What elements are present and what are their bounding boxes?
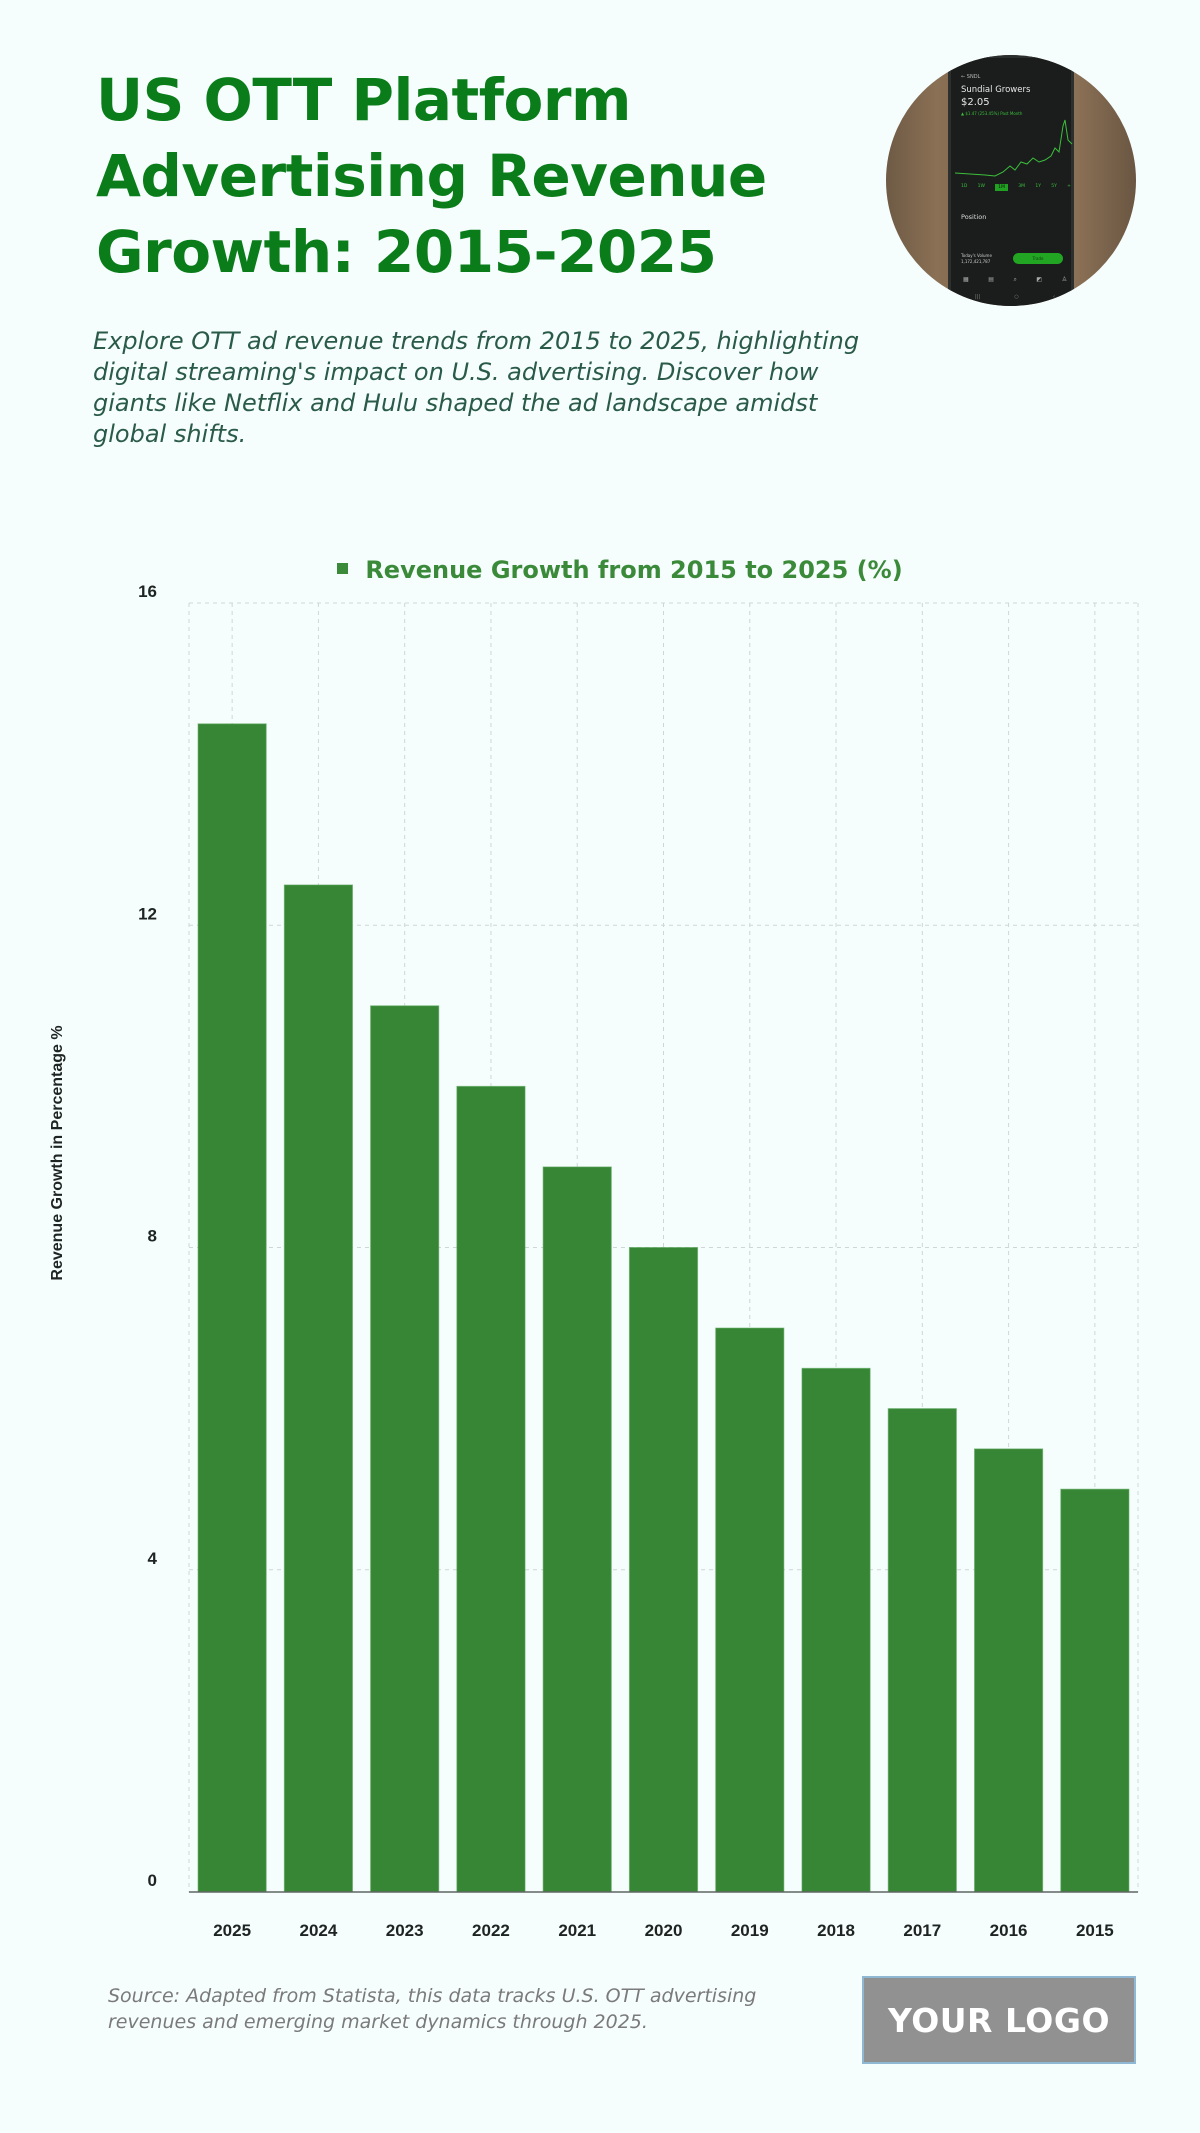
bar-2024: [283, 884, 353, 1893]
chart-bars: [197, 723, 1130, 1893]
back-icon: ‹: [1053, 294, 1055, 300]
source-note: Source: Adapted from Statista, this data…: [108, 1985, 757, 2033]
y-tick-label: 16: [138, 582, 157, 601]
x-tick-label: 2018: [817, 1921, 855, 1940]
recents-icon: |||: [975, 294, 981, 300]
range-1w: 1W: [977, 184, 985, 189]
bar-2022: [456, 1085, 526, 1893]
range-5y: 5Y: [1051, 184, 1057, 189]
y-tick-label: 4: [148, 1549, 158, 1568]
phone-change: ▲ $1.47 (253.45%) Past Month: [961, 111, 1023, 116]
x-tick-label: 2019: [731, 1921, 769, 1940]
ticker-symbol: SNDL: [966, 74, 981, 80]
y-tick-label: 8: [148, 1227, 157, 1246]
x-tick-label: 2022: [472, 1921, 510, 1940]
range-1d: 1D: [961, 184, 968, 189]
page-title: US OTT Platform Advertising Revenue Grow…: [96, 66, 767, 286]
x-tick-label: 2021: [558, 1921, 596, 1940]
phone-volume: Today's Volume 1,172,421,787: [961, 253, 992, 265]
bar-2015: [1060, 1488, 1130, 1893]
stock-app-photo: ← SNDL Sundial Growers $2.05 ▲ $1.47 (25…: [886, 55, 1136, 306]
bar-2025: [197, 723, 267, 1893]
notifications-icon: ◩: [1036, 276, 1043, 283]
phone-ticker: ← SNDL: [961, 74, 981, 80]
bar-2017: [887, 1408, 957, 1893]
x-tick-label: 2025: [213, 1921, 251, 1940]
legend-swatch: [337, 562, 349, 574]
phone-mockup: ← SNDL Sundial Growers $2.05 ▲ $1.47 (25…: [948, 55, 1074, 306]
bar-2018: [801, 1367, 871, 1893]
phone-range-tabs: 1D 1W 1M 3M 1Y 5Y +: [961, 184, 1071, 191]
x-tick-label: 2016: [990, 1921, 1028, 1940]
home-icon: ▦: [963, 276, 969, 283]
range-1m: 1M: [995, 184, 1008, 191]
x-tick-label: 2015: [1076, 1921, 1114, 1940]
x-tick-labels: 2025 2024 2023 2022 2021 2020 2019 2018 2017 2016…: [213, 1921, 1114, 1940]
phone-stock-name: Sundial Growers: [961, 85, 1031, 95]
phone-sparkline: [955, 119, 1073, 177]
bar-2021: [542, 1166, 612, 1893]
account-icon: ♙: [1061, 276, 1067, 283]
y-tick-labels: 0 4 8 12 16: [138, 582, 157, 1890]
x-tick-label: 2024: [299, 1921, 337, 1940]
bar-2016: [974, 1448, 1044, 1893]
list-icon: ▤: [988, 276, 994, 283]
phone-position-label: Position: [961, 213, 987, 221]
logo-placeholder: YOUR LOGO: [862, 1976, 1136, 2064]
phone-trade-button: Trade: [1013, 253, 1063, 264]
volume-label: Today's Volume: [961, 253, 992, 258]
y-tick-label: 0: [148, 1871, 157, 1890]
phone-system-nav: ||| ○ ‹: [975, 294, 1055, 300]
home-button-icon: ○: [1014, 294, 1019, 300]
bar-2023: [370, 1005, 440, 1893]
range-1y: 1Y: [1035, 184, 1041, 189]
chart-legend: Revenue Growth from 2015 to 2025 (%): [0, 556, 1200, 584]
bar-2019: [715, 1327, 785, 1893]
x-tick-label: 2023: [386, 1921, 424, 1940]
range-more: +: [1067, 184, 1071, 189]
phone-price: $2.05: [961, 97, 990, 108]
legend-label: Revenue Growth from 2015 to 2025 (%): [365, 556, 903, 584]
volume-value: 1,172,421,787: [961, 259, 991, 264]
phone-nav-icons: ▦ ▤ ⌕ ◩ ♙: [963, 276, 1067, 284]
bar-2020: [628, 1247, 699, 1893]
page-subtitle: Explore OTT ad revenue trends from 2015 …: [93, 327, 860, 448]
search-icon: ⌕: [1013, 276, 1017, 283]
x-tick-label: 2017: [903, 1921, 941, 1940]
range-3m: 3M: [1018, 184, 1026, 189]
y-tick-label: 12: [138, 904, 157, 923]
x-tick-label: 2020: [645, 1921, 683, 1940]
